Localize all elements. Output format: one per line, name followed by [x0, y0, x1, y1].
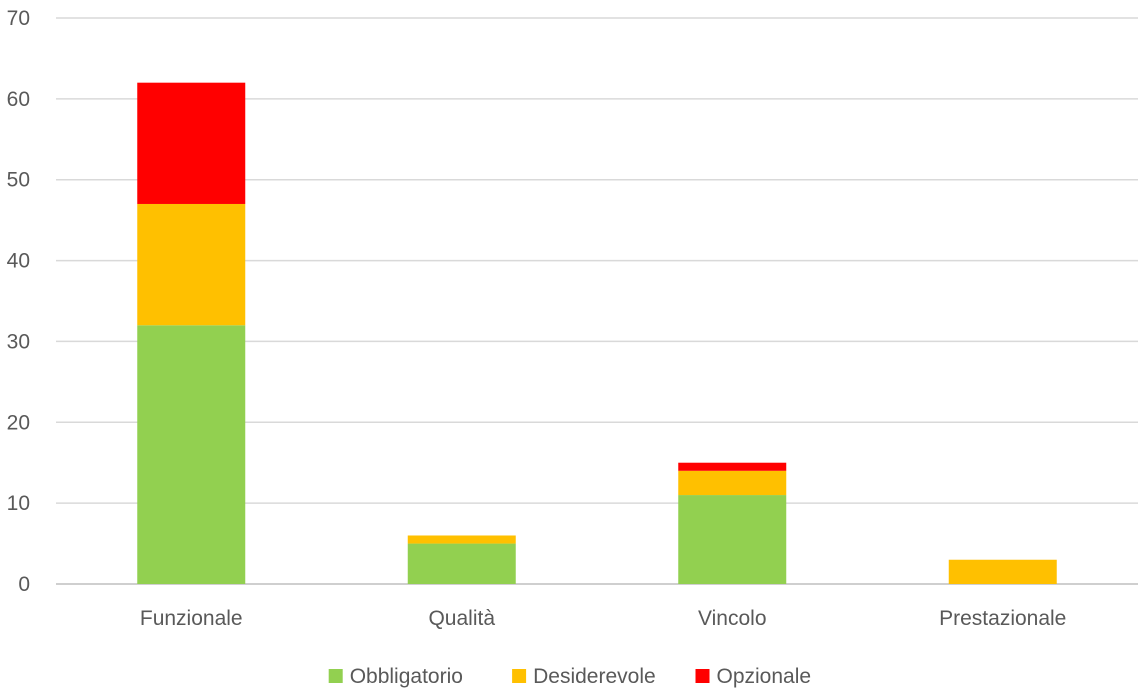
legend-swatch-opzionale [695, 669, 710, 683]
y-tick-label: 70 [7, 7, 30, 30]
y-tick-label: 50 [7, 169, 30, 192]
x-tick-label: Qualità [428, 607, 495, 630]
bar-segment-obbligatorio [407, 543, 516, 584]
y-tick-label: 20 [7, 411, 30, 434]
y-tick-label: 0 [18, 573, 30, 596]
bar-segment-desiderevole [948, 559, 1057, 584]
y-tick-label: 60 [7, 88, 30, 111]
y-tick-label: 30 [7, 330, 30, 353]
legend-swatch-obbligatorio [328, 669, 343, 683]
bar-segment-obbligatorio [137, 325, 246, 584]
bar-segment-desiderevole [137, 203, 246, 326]
bar-segment-opzionale [137, 82, 246, 204]
x-tick-label: Prestazionale [939, 607, 1066, 630]
x-tick-label: Vincolo [698, 607, 767, 630]
bars [137, 82, 1057, 584]
bar-segment-desiderevole [407, 535, 516, 544]
x-tick-label: Funzionale [140, 607, 243, 630]
legend-label-obbligatorio: Obbligatorio [350, 665, 463, 688]
y-axis-ticks: 0 10 20 30 40 50 60 70 [7, 7, 30, 596]
legend-swatch-desiderevole [512, 669, 527, 683]
bar-segment-opzionale [678, 462, 787, 471]
y-tick-label: 40 [7, 250, 30, 273]
x-axis-labels: Funzionale Qualità Vincolo Prestazionale [140, 607, 1066, 630]
bar-segment-obbligatorio [678, 495, 787, 584]
bar-segment-desiderevole [678, 470, 787, 496]
legend-label-opzionale: Opzionale [717, 665, 812, 688]
y-tick-label: 10 [7, 492, 30, 515]
legend: Obbligatorio Desiderevole Opzionale [328, 665, 812, 688]
legend-label-desiderevole: Desiderevole [533, 665, 656, 688]
